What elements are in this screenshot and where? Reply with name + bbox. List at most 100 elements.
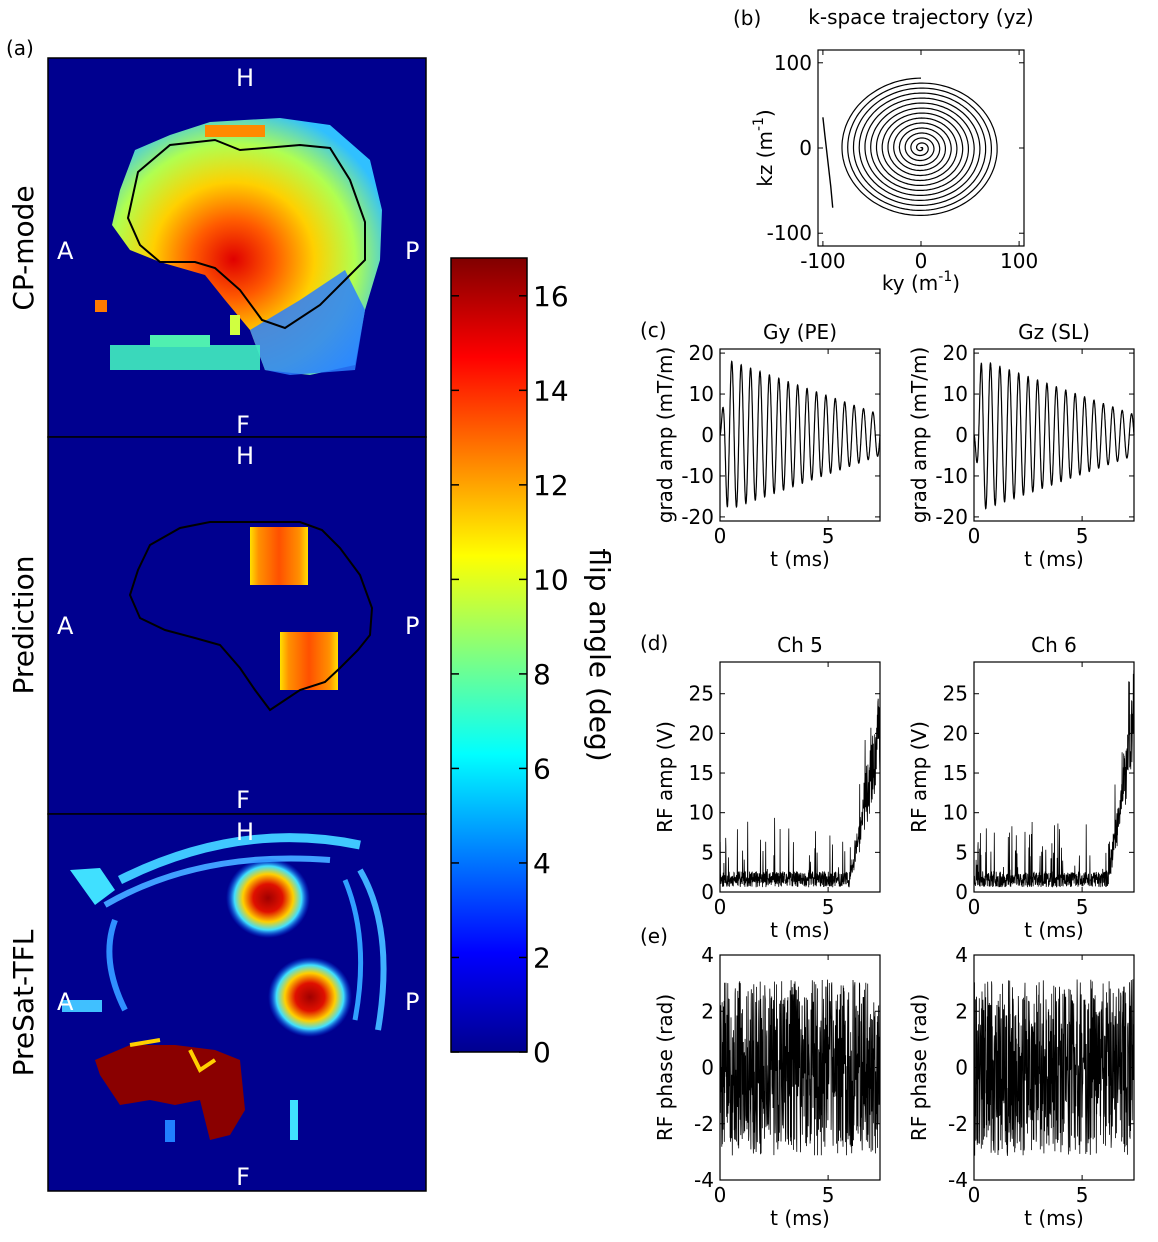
x-tick-label: 5	[822, 524, 835, 548]
orient-right-3: P	[405, 988, 419, 1016]
y-axis-label: grad amp (mT/m)	[653, 347, 677, 524]
y-tick-label: 4	[701, 943, 714, 967]
x-axis-label-exp: -1	[938, 269, 952, 285]
orient-bottom-2: F	[236, 786, 250, 814]
y-tick-label: 15	[689, 761, 714, 785]
y-tick-label: 15	[943, 761, 968, 785]
y-tick-label: 5	[701, 840, 714, 864]
y-tick-label: -100	[767, 221, 812, 245]
orient-top-1: H	[236, 64, 254, 92]
x-tick-label: 5	[1076, 524, 1089, 548]
y-tick-label: 20	[689, 721, 714, 745]
y-tick-label: 5	[955, 840, 968, 864]
y-tick-label: 20	[943, 341, 968, 365]
colorbar-tick-label: 2	[533, 941, 551, 974]
colorbar-tick-label: 14	[533, 374, 569, 407]
y-axis-label: kz (m-1)	[751, 109, 777, 187]
x-tick-label: 0	[968, 1183, 981, 1207]
plot-title: k-space trajectory (yz)	[808, 5, 1033, 29]
colorbar-tick-label: 16	[533, 280, 569, 313]
plot-e2: 0 5 -4 -2 0 2 4 t (ms) RF phase (rad)	[907, 943, 1135, 1230]
x-tick-label: 5	[1076, 1183, 1089, 1207]
y-tick-label: 20	[943, 721, 968, 745]
y-tick-label: -10	[935, 464, 968, 488]
y-tick-label: 0	[955, 423, 968, 447]
y-tick-label: 10	[689, 382, 714, 406]
x-tick-label: 0	[915, 249, 928, 273]
x-tick-label: 5	[822, 1183, 835, 1207]
trajectory-lead-in	[822, 117, 834, 208]
y-tick-label: 0	[701, 1056, 714, 1080]
colorbar-tick-label: 10	[533, 563, 569, 596]
y-tick-label: 0	[799, 136, 812, 160]
y-tick-label: -4	[694, 1168, 714, 1192]
y-tick-label: -10	[681, 464, 714, 488]
orient-right-1: P	[405, 237, 419, 265]
y-tick-label: 0	[701, 423, 714, 447]
orient-left-3: A	[57, 988, 74, 1016]
y-tick-label: -2	[694, 1112, 714, 1136]
data-line-e1	[719, 979, 881, 1156]
data-line-d2	[973, 670, 1135, 888]
orient-left-1: A	[57, 237, 74, 265]
y-axis-label: RF phase (rad)	[907, 994, 931, 1141]
data-line-b	[841, 77, 998, 216]
plot-title: Gy (PE)	[763, 320, 837, 344]
x-axis-label: t (ms)	[770, 918, 830, 942]
y-tick-label: 10	[943, 801, 968, 825]
plot-title: Ch 5	[777, 633, 823, 657]
data-line-c1	[719, 360, 881, 509]
x-tick-label: 100	[1000, 249, 1038, 273]
y-tick-label: 2	[701, 999, 714, 1023]
x-axis-label: t (ms)	[1024, 547, 1084, 571]
orient-bottom-1: F	[236, 411, 250, 439]
y-axis-label: grad amp (mT/m)	[907, 347, 931, 524]
orient-top-2: H	[236, 442, 254, 470]
row-label-cp-mode: CP-mode	[7, 185, 40, 310]
colorbar-label: flip angle (deg)	[583, 548, 616, 761]
plot-d2: 0 5 0 5 10 15 20 25 t (ms) RF amp (V) Ch 6	[907, 633, 1135, 942]
presat-tfl-image	[48, 814, 426, 1191]
data-line-c2	[973, 361, 1135, 510]
data-line-e2	[973, 979, 1135, 1156]
x-axis-label: t (ms)	[770, 547, 830, 571]
panel-label: (b)	[733, 6, 761, 30]
plot-title: Ch 6	[1031, 633, 1077, 657]
y-tick-label: 100	[774, 51, 812, 75]
colorbar-tick-label: 8	[533, 658, 551, 691]
plot-c2: 0 5 -20 -10 0 10 20 t (ms) grad amp (mT/m) Gz (SL…	[907, 320, 1135, 571]
orient-left-2: A	[57, 612, 74, 640]
y-tick-label: 10	[689, 801, 714, 825]
x-axis-label: t (ms)	[770, 1206, 830, 1230]
orient-bottom-3: F	[236, 1163, 250, 1191]
colorbar	[450, 257, 528, 1053]
y-tick-label: 4	[955, 943, 968, 967]
x-axis-label: t (ms)	[1024, 1206, 1084, 1230]
x-tick-label: 0	[714, 1183, 727, 1207]
y-axis-label: RF phase (rad)	[653, 994, 677, 1141]
y-axis-label: RF amp (V)	[653, 721, 677, 833]
colorbar-tick-label: 4	[533, 847, 551, 880]
x-tick-label: 5	[1076, 895, 1089, 919]
y-axis-label: RF amp (V)	[907, 721, 931, 833]
plot-c1: 0 5 -20 -10 0 10 20 t (ms) grad amp (mT/m) Gy (PE…	[640, 318, 881, 571]
x-axis-label: t (ms)	[1024, 918, 1084, 942]
colorbar-ticks: 0 2 4 6 8 10 12 14 16	[451, 280, 569, 1069]
axes-frame-d1	[719, 661, 881, 893]
cp-mode-image	[48, 58, 426, 437]
orient-top-3: H	[236, 818, 254, 846]
colorbar-tick-label: 0	[533, 1036, 551, 1069]
panel-label: (c)	[640, 318, 667, 342]
x-tick-label: 0	[968, 524, 981, 548]
axes-frame-d2	[973, 661, 1135, 893]
y-tick-label: 2	[955, 999, 968, 1023]
y-tick-label: -20	[935, 505, 968, 529]
colorbar-tick-label: 6	[533, 752, 551, 785]
plot-d1: 0 5 0 5 10 15 20 25 t (ms) RF amp (V) Ch 5 (d)	[640, 631, 881, 942]
y-tick-label: -20	[681, 505, 714, 529]
plot-b: -100 0 100 -100 0 100 ky (m-1) kz (m-1) k-space …	[733, 5, 1038, 295]
y-axis-label-close: )	[753, 109, 777, 117]
y-tick-label: 0	[701, 880, 714, 904]
